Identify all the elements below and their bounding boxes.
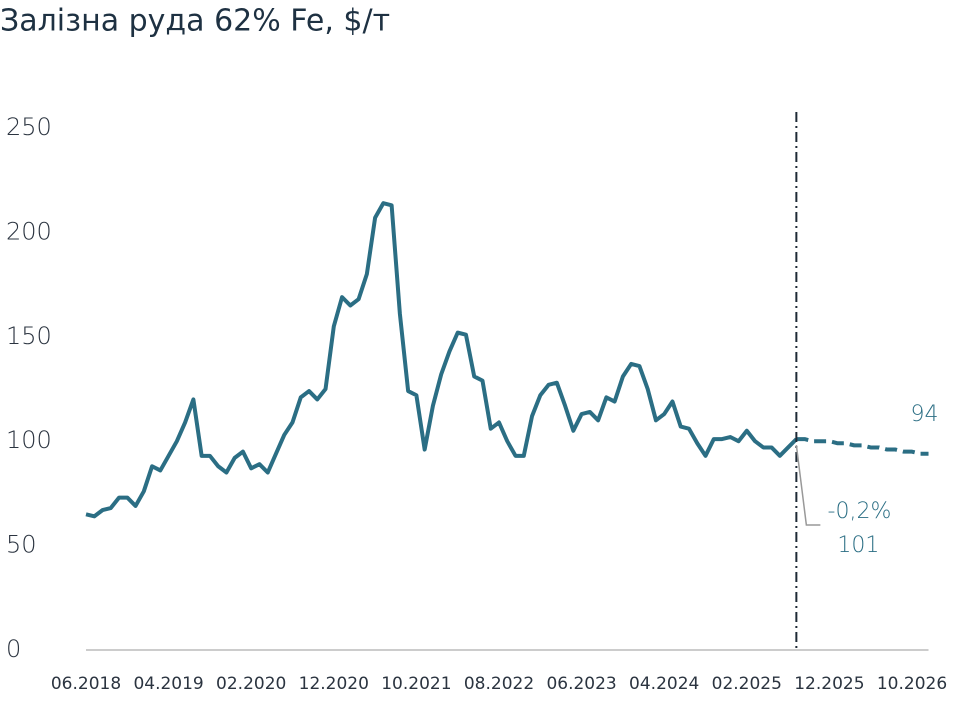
x-tick-label: 02.2025 [712, 674, 782, 694]
y-tick-label: 250 [6, 113, 52, 141]
line-forecast [796, 437, 929, 456]
y-tick-label: 0 [6, 635, 21, 663]
annotation: -0,2% [828, 499, 892, 524]
annotation-connector [795, 445, 821, 526]
x-tick-label: 08.2022 [464, 674, 534, 694]
x-tick-label: 06.2018 [51, 674, 121, 694]
x-tick-label: 10.2026 [877, 674, 947, 694]
value-label: 94 [911, 402, 939, 427]
y-tick-label: 150 [6, 322, 52, 350]
value-label: 101 [837, 533, 879, 558]
x-tick-label: 02.2020 [216, 674, 286, 694]
x-tick-label: 04.2024 [629, 674, 699, 694]
y-tick-label: 100 [6, 426, 52, 454]
line-actual [85, 201, 798, 519]
x-tick-label: 10.2021 [381, 674, 451, 694]
x-tick-label: 12.2020 [299, 674, 369, 694]
y-tick-label: 200 [6, 217, 52, 245]
x-tick-label: 04.2019 [133, 674, 203, 694]
x-tick-label: 06.2023 [546, 674, 616, 694]
y-tick-label: 50 [6, 531, 37, 559]
chart-title: Залізна руда 62% Fe, $/т [0, 4, 390, 39]
x-tick-label: 12.2025 [794, 674, 864, 694]
